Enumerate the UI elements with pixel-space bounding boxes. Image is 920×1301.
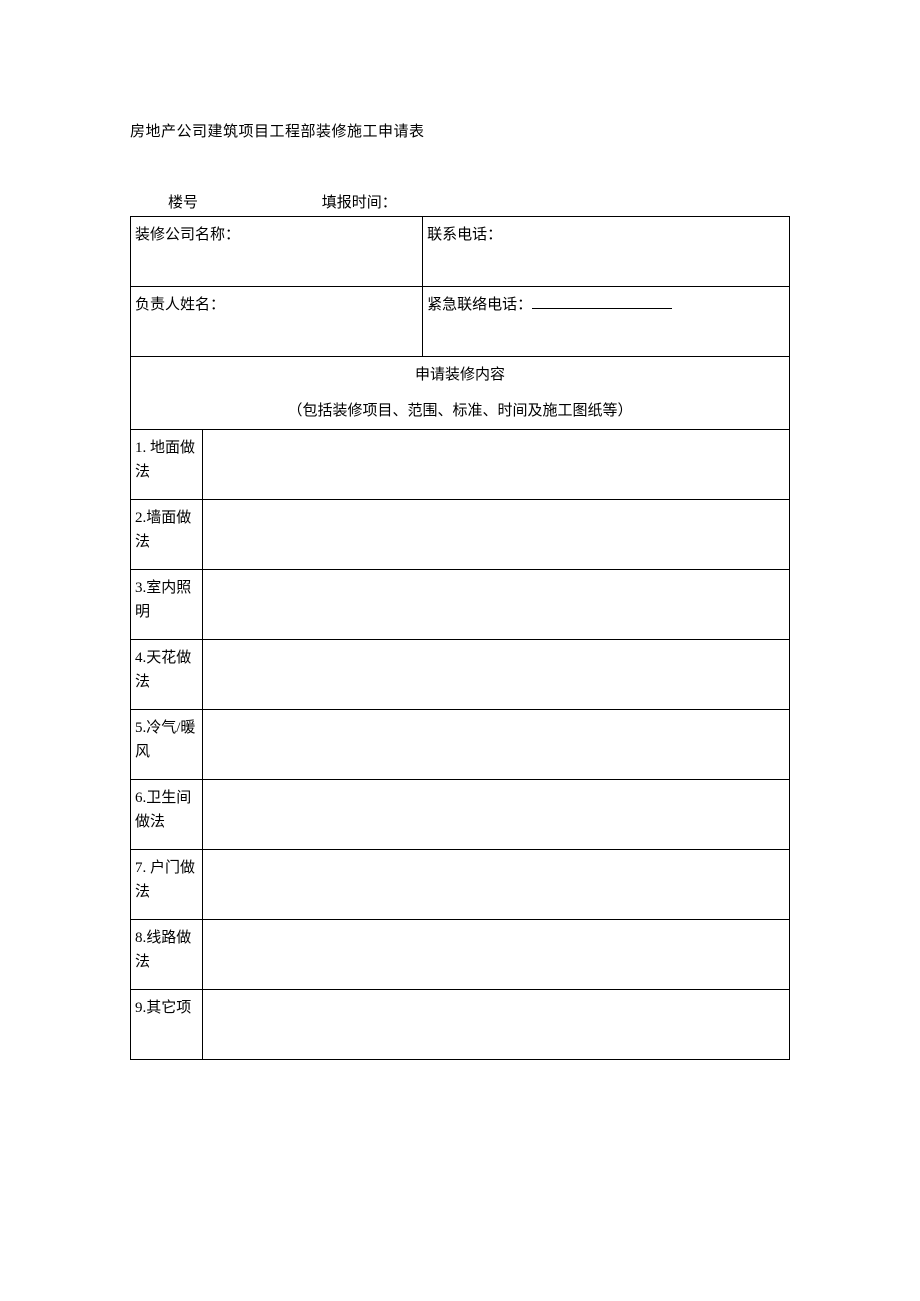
item-5-label: 5.冷气/暖风: [131, 710, 203, 780]
row-manager-emergency: 负责人姓名： 紧急联络电话：: [131, 287, 790, 357]
item-1-label: 1. 地面做法: [131, 430, 203, 500]
fill-time-label: 填报时间：: [322, 191, 397, 212]
document-title: 房地产公司建筑项目工程部装修施工申请表: [130, 120, 790, 141]
item-7-value: [203, 850, 790, 920]
row-item-5: 5.冷气/暖风: [131, 710, 790, 780]
item-4-label: 4.天花做法: [131, 640, 203, 710]
contact-phone-label: 联系电话：: [427, 227, 502, 243]
manager-name-label: 负责人姓名：: [135, 297, 225, 313]
pre-table-line: 楼号 填报时间：: [130, 191, 790, 212]
company-name-cell: 装修公司名称：: [131, 217, 423, 287]
row-item-7: 7. 户门做法: [131, 850, 790, 920]
item-6-label: 6.卫生间做法: [131, 780, 203, 850]
item-2-label: 2.墙面做法: [131, 500, 203, 570]
emergency-phone-underline: [532, 295, 672, 309]
item-8-label: 8.线路做法: [131, 920, 203, 990]
building-number-label: 楼号: [168, 191, 198, 212]
row-company-phone: 装修公司名称： 联系电话：: [131, 217, 790, 287]
item-7-label: 7. 户门做法: [131, 850, 203, 920]
section-subtitle: （包括装修项目、范围、标准、时间及施工图纸等）: [135, 399, 785, 423]
item-9-value: [203, 990, 790, 1060]
company-name-label: 装修公司名称：: [135, 227, 240, 243]
item-6-value: [203, 780, 790, 850]
emergency-phone-label: 紧急联络电话：: [427, 297, 532, 313]
section-header-cell: 申请装修内容 （包括装修项目、范围、标准、时间及施工图纸等）: [131, 357, 790, 430]
row-item-9: 9.其它项: [131, 990, 790, 1060]
contact-phone-cell: 联系电话：: [423, 217, 790, 287]
row-item-8: 8.线路做法: [131, 920, 790, 990]
item-1-value: [203, 430, 790, 500]
manager-name-cell: 负责人姓名：: [131, 287, 423, 357]
application-form-table: 装修公司名称： 联系电话： 负责人姓名： 紧急联络电话： 申请装修内容 （包括装…: [130, 216, 790, 1060]
item-2-value: [203, 500, 790, 570]
row-item-6: 6.卫生间做法: [131, 780, 790, 850]
row-item-1: 1. 地面做法: [131, 430, 790, 500]
emergency-phone-cell: 紧急联络电话：: [423, 287, 790, 357]
row-section-header: 申请装修内容 （包括装修项目、范围、标准、时间及施工图纸等）: [131, 357, 790, 430]
item-5-value: [203, 710, 790, 780]
item-8-value: [203, 920, 790, 990]
item-4-value: [203, 640, 790, 710]
row-item-2: 2.墙面做法: [131, 500, 790, 570]
row-item-4: 4.天花做法: [131, 640, 790, 710]
item-3-value: [203, 570, 790, 640]
section-title: 申请装修内容: [135, 363, 785, 387]
row-item-3: 3.室内照明: [131, 570, 790, 640]
item-9-label: 9.其它项: [131, 990, 203, 1060]
item-3-label: 3.室内照明: [131, 570, 203, 640]
